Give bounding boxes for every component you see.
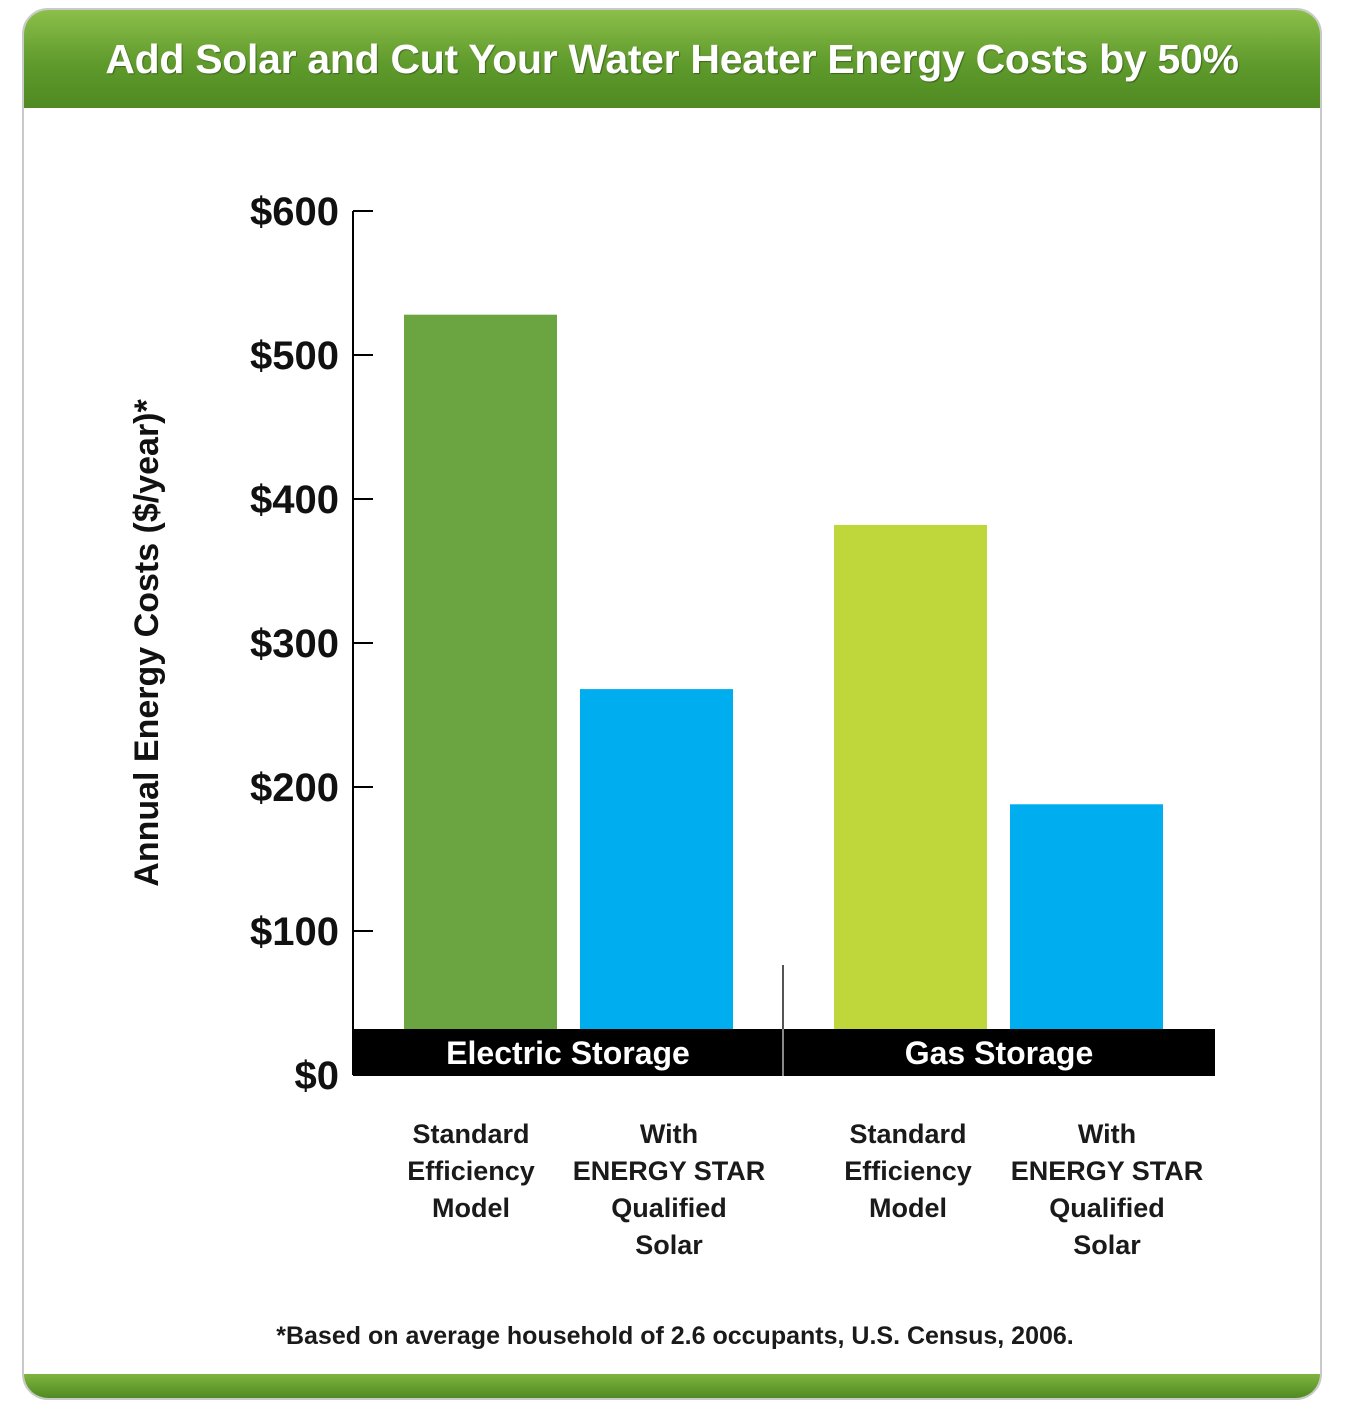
group-band (353, 1029, 783, 1076)
category-label: ENERGY STAR (1011, 1156, 1204, 1186)
y-tick-label: $300 (250, 622, 339, 666)
bar (834, 524, 987, 1029)
y-tick-label: $600 (250, 190, 339, 234)
y-tick-label: $500 (250, 334, 339, 378)
category-label: Solar (635, 1230, 703, 1260)
y-tick-label: $100 (250, 910, 339, 954)
category-label: Qualified (611, 1193, 727, 1223)
category-label: With (1078, 1119, 1136, 1149)
category-label: Solar (1073, 1230, 1141, 1260)
category-label: ENERGY STAR (573, 1156, 766, 1186)
bar (580, 689, 733, 1029)
y-tick-label: $200 (250, 766, 339, 810)
chart-title: Add Solar and Cut Your Water Heater Ener… (105, 35, 1239, 82)
header-banner: Add Solar and Cut Your Water Heater Ener… (24, 10, 1320, 108)
category-label: Standard (412, 1119, 529, 1149)
group-label: Gas Storage (905, 1035, 1094, 1071)
y-tick-label: $0 (295, 1054, 340, 1098)
footer-bar (24, 1374, 1320, 1398)
category-label: Model (432, 1193, 510, 1223)
group-band (783, 1029, 1215, 1076)
category-label: Model (869, 1193, 947, 1223)
y-tick-label: $400 (250, 478, 339, 522)
bar (404, 314, 557, 1029)
category-label: Standard (849, 1119, 966, 1149)
category-label: Efficiency (844, 1156, 972, 1186)
bar (1010, 804, 1163, 1029)
category-label: Efficiency (407, 1156, 535, 1186)
y-axis-title: Annual Energy Costs ($/year)* (128, 399, 166, 887)
category-label: Qualified (1049, 1193, 1165, 1223)
chart-card: Add Solar and Cut Your Water Heater Ener… (22, 8, 1322, 1400)
footnote: *Based on average household of 2.6 occup… (276, 1322, 1074, 1350)
group-label: Electric Storage (446, 1035, 690, 1071)
category-label: With (640, 1119, 698, 1149)
